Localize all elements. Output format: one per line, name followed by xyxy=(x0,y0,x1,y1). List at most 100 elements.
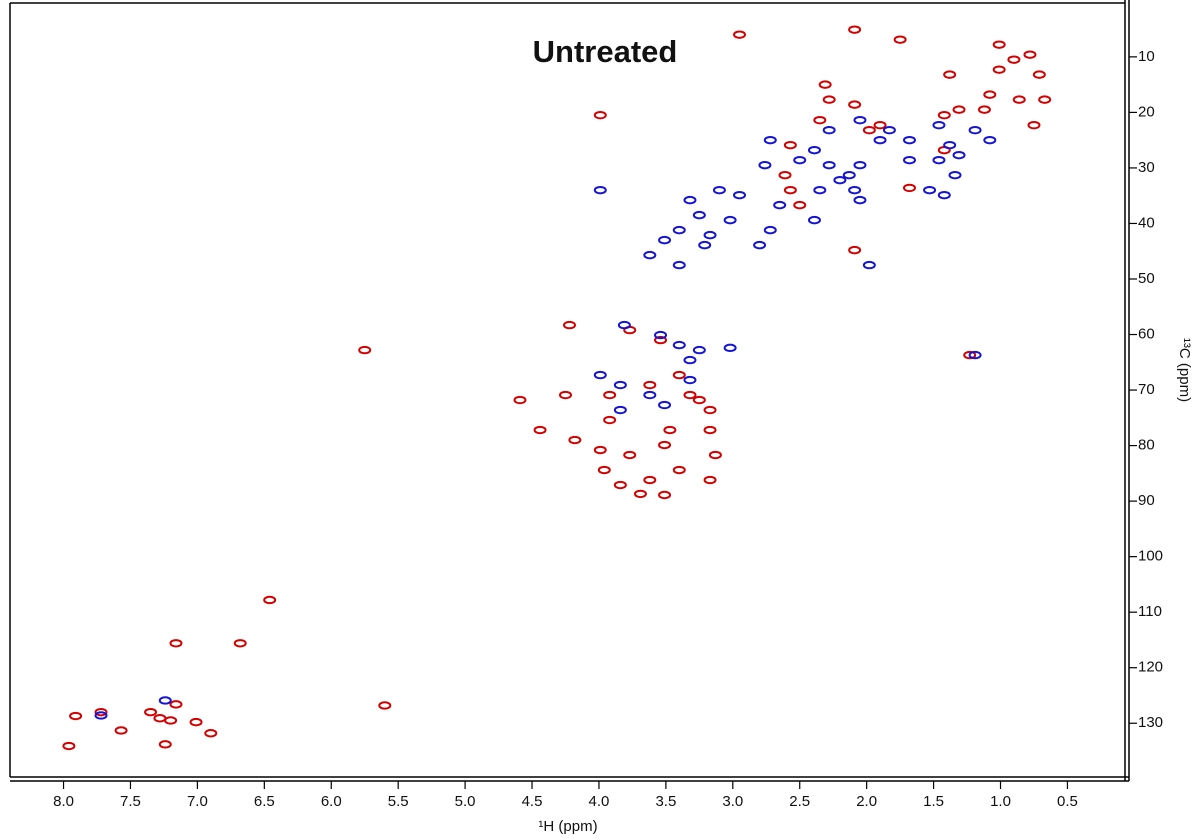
peak xyxy=(773,200,787,210)
peak xyxy=(189,717,203,727)
x-axis-title: ¹H (ppm) xyxy=(538,818,597,835)
peak xyxy=(643,380,657,390)
peak xyxy=(902,183,916,193)
y-tick-label: 90 xyxy=(1138,492,1155,509)
peak xyxy=(848,185,862,195)
x-tick-label: 6.0 xyxy=(321,793,342,810)
peak xyxy=(763,225,777,235)
peak xyxy=(643,475,657,485)
peak xyxy=(658,490,672,500)
peak xyxy=(658,235,672,245)
peak xyxy=(703,425,717,435)
peak xyxy=(943,70,957,79)
peak xyxy=(862,260,876,270)
peak xyxy=(169,639,183,648)
x-tick-label: 5.0 xyxy=(455,793,476,810)
peak xyxy=(672,225,686,235)
peak xyxy=(893,35,907,44)
peak xyxy=(683,390,697,400)
peak xyxy=(144,707,158,717)
y-tick-label: 70 xyxy=(1138,381,1155,398)
peak xyxy=(992,65,1006,74)
peak xyxy=(593,185,607,195)
x-tick-label: 7.0 xyxy=(187,793,208,810)
peak xyxy=(94,707,108,717)
peak xyxy=(703,405,717,415)
x-tick-label: 7.5 xyxy=(120,793,141,810)
peak xyxy=(952,150,966,160)
peak xyxy=(672,465,686,475)
y-tick-label: 110 xyxy=(1138,603,1162,620)
peak xyxy=(723,215,737,225)
peak xyxy=(658,440,672,450)
peak xyxy=(568,435,582,445)
peak xyxy=(948,170,962,180)
peak xyxy=(763,135,777,145)
peak xyxy=(114,726,128,735)
peak xyxy=(873,120,887,130)
peak xyxy=(932,155,946,165)
peak xyxy=(613,380,627,390)
y-tick-label: 130 xyxy=(1138,714,1163,731)
peak xyxy=(597,465,611,475)
peak xyxy=(62,741,76,751)
peak xyxy=(1027,120,1041,130)
peak xyxy=(818,80,832,89)
peak xyxy=(708,450,722,460)
y-tick-label: 20 xyxy=(1138,103,1155,120)
peak xyxy=(992,40,1006,49)
peak xyxy=(683,355,697,365)
peak xyxy=(633,489,647,499)
peak xyxy=(593,110,607,120)
peak xyxy=(603,390,617,400)
peak xyxy=(923,185,937,195)
x-tick-label: 4.0 xyxy=(589,793,610,810)
peak xyxy=(1038,95,1052,104)
peak xyxy=(753,240,767,250)
y-tick-label: 80 xyxy=(1138,437,1155,454)
x-tick-label: 2.0 xyxy=(856,793,877,810)
peak xyxy=(169,700,183,709)
peak xyxy=(1007,55,1021,64)
y-axis-title: ¹³C (ppm) xyxy=(1176,338,1193,402)
x-tick-label: 0.5 xyxy=(1057,793,1078,810)
peak xyxy=(692,210,706,220)
peak xyxy=(807,215,821,225)
peak xyxy=(672,370,686,380)
peak xyxy=(833,175,847,185)
peak xyxy=(783,140,797,150)
y-tick-label: 50 xyxy=(1138,270,1155,287)
peak xyxy=(983,90,997,99)
peak xyxy=(733,190,747,200)
peak xyxy=(593,370,607,380)
peak xyxy=(853,160,867,170)
x-tick-label: 3.5 xyxy=(655,793,676,810)
peak xyxy=(158,696,172,705)
peak xyxy=(758,160,772,170)
peak xyxy=(378,701,392,710)
peak xyxy=(1023,50,1037,59)
peak xyxy=(358,345,372,355)
peak xyxy=(813,115,827,125)
x-tick-label: 1.5 xyxy=(923,793,944,810)
peak xyxy=(158,740,172,749)
chart-title: Untreated xyxy=(533,34,678,69)
peak xyxy=(643,250,657,260)
y-tick-label: 10 xyxy=(1138,48,1155,65)
x-tick-label: 3.0 xyxy=(722,793,743,810)
y-tick-label: 120 xyxy=(1138,659,1163,676)
peak xyxy=(862,125,876,135)
peak xyxy=(793,200,807,210)
peak xyxy=(848,25,862,34)
peak xyxy=(263,595,277,605)
peak xyxy=(793,155,807,165)
peak xyxy=(712,185,726,195)
peak xyxy=(623,450,637,460)
peak xyxy=(617,320,631,330)
peak xyxy=(783,185,797,195)
peak xyxy=(1032,70,1046,79)
x-tick-label: 2.5 xyxy=(789,793,810,810)
peak xyxy=(943,140,957,150)
peak xyxy=(703,230,717,240)
peak xyxy=(703,475,717,485)
